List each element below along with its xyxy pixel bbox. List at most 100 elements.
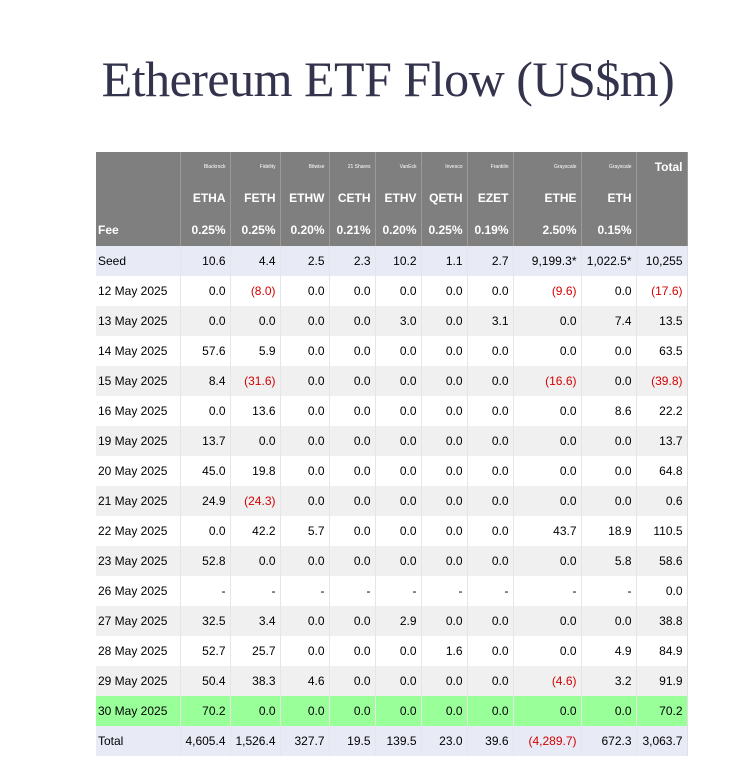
flow-value-cell: 1,526.4 xyxy=(230,726,281,756)
flow-value-cell: 4.9 xyxy=(581,636,637,666)
flow-value-cell: 4.6 xyxy=(280,666,330,696)
table-row: 19 May 2025 13.7 0.0 0.0 0.0 0.0 0.0 0.0 0.0 0.0 1… xyxy=(96,426,688,456)
table-row: 14 May 2025 57.6 5.9 0.0 0.0 0.0 0.0 0.0 0.0 0.0 6… xyxy=(96,336,688,366)
row-date-label: Seed xyxy=(96,246,181,276)
flow-value-cell: 0.0 xyxy=(280,276,330,306)
flow-value-cell: 0.0 xyxy=(467,696,514,726)
flow-value-cell: 2.7 xyxy=(467,246,514,276)
flow-value-cell: 13.6 xyxy=(230,396,281,426)
issuer-header: VanEck xyxy=(375,152,422,182)
flow-value-cell: 43.7 xyxy=(513,516,582,546)
flow-value-cell: 0.0 xyxy=(230,696,281,726)
flow-value-cell: (4.6) xyxy=(513,666,582,696)
flow-value-cell: (16.6) xyxy=(513,366,582,396)
issuer-header: Grayscale xyxy=(513,152,582,182)
flow-value-cell: 0.0 xyxy=(421,546,468,576)
flow-value-cell: 0.0 xyxy=(421,606,468,636)
flow-value-cell: 3.0 xyxy=(375,306,422,336)
total-header: Total xyxy=(636,152,688,182)
table-row: 12 May 2025 0.0 (8.0) 0.0 0.0 0.0 0.0 0.0 (9.6) 0… xyxy=(96,276,688,306)
flow-value-cell: 45.0 xyxy=(180,456,231,486)
flow-value-cell: 0.0 xyxy=(329,396,376,426)
flow-value-cell: 0.0 xyxy=(329,306,376,336)
flow-value-cell: 0.0 xyxy=(467,516,514,546)
fee-value: 2.50% xyxy=(513,214,582,246)
flow-value-cell: 0.0 xyxy=(513,636,582,666)
flow-value-cell: 0.0 xyxy=(421,696,468,726)
flow-value-cell: 0.0 xyxy=(180,276,231,306)
flow-value-cell: 3.1 xyxy=(467,306,514,336)
flow-value-cell: 3,063.7 xyxy=(636,726,688,756)
flow-value-cell: 110.5 xyxy=(636,516,688,546)
flow-value-cell: 58.6 xyxy=(636,546,688,576)
flow-value-cell: 7.4 xyxy=(581,306,637,336)
issuer-header: 21 Shares xyxy=(329,152,376,182)
flow-value-cell: - xyxy=(467,576,514,606)
row-date-label: 13 May 2025 xyxy=(96,306,181,336)
flow-value-cell: 19.5 xyxy=(329,726,376,756)
flow-value-cell: 10,255 xyxy=(636,246,688,276)
etf-flow-table: Blackrock Fidelity Bitwise 21 Shares VanEck I… xyxy=(96,152,688,756)
flow-value-cell: 42.2 xyxy=(230,516,281,546)
total-row: Total 4,605.4 1,526.4 327.7 19.5 139.5 23.0 39.… xyxy=(96,726,688,756)
flow-value-cell: 139.5 xyxy=(375,726,422,756)
row-date-label: 29 May 2025 xyxy=(96,666,181,696)
flow-value-cell: 0.0 xyxy=(280,606,330,636)
flow-value-cell: 0.0 xyxy=(329,636,376,666)
flow-value-cell: 0.0 xyxy=(421,276,468,306)
flow-value-cell: 70.2 xyxy=(180,696,231,726)
flow-value-cell: 0.0 xyxy=(513,396,582,426)
flow-value-cell: 672.3 xyxy=(581,726,637,756)
flow-value-cell: 0.0 xyxy=(421,426,468,456)
flow-value-cell: 0.0 xyxy=(467,636,514,666)
flow-value-cell: 0.0 xyxy=(280,456,330,486)
flow-value-cell: 0.0 xyxy=(329,366,376,396)
flow-value-cell: 13.7 xyxy=(180,426,231,456)
flow-value-cell: 5.8 xyxy=(581,546,637,576)
flow-value-cell: 0.0 xyxy=(329,516,376,546)
issuer-header: Grayscale xyxy=(581,152,637,182)
flow-value-cell: 84.9 xyxy=(636,636,688,666)
flow-value-cell: 0.0 xyxy=(513,426,582,456)
ticker-header: ETHE xyxy=(513,182,582,214)
table-row-latest: 30 May 2025 70.2 0.0 0.0 0.0 0.0 0.0 0.0 0.0 0.0 7… xyxy=(96,696,688,726)
flow-value-cell: 0.0 xyxy=(421,396,468,426)
flow-value-cell: 19.8 xyxy=(230,456,281,486)
row-date-label: 30 May 2025 xyxy=(96,696,181,726)
flow-value-cell: 0.0 xyxy=(513,456,582,486)
flow-value-cell: 4,605.4 xyxy=(180,726,231,756)
flow-value-cell: - xyxy=(513,576,582,606)
issuer-header: Invesco xyxy=(421,152,468,182)
flow-value-cell: 0.0 xyxy=(581,696,637,726)
table-row: 23 May 2025 52.8 0.0 0.0 0.0 0.0 0.0 0.0 0.0 5.8 5… xyxy=(96,546,688,576)
flow-value-cell: 0.0 xyxy=(329,546,376,576)
flow-value-cell: 0.0 xyxy=(280,486,330,516)
flow-value-cell: 9,199.3* xyxy=(513,246,582,276)
table-row: 28 May 2025 52.7 25.7 0.0 0.0 0.0 1.6 0.0 0.0 4.9… xyxy=(96,636,688,666)
row-date-label: 15 May 2025 xyxy=(96,366,181,396)
flow-value-cell: 39.6 xyxy=(467,726,514,756)
flow-value-cell: 0.0 xyxy=(180,396,231,426)
flow-value-cell: 0.0 xyxy=(467,426,514,456)
flow-value-cell: 0.0 xyxy=(581,426,637,456)
fee-value: 0.25% xyxy=(180,214,231,246)
fee-total-cell xyxy=(636,214,688,246)
flow-value-cell: 18.9 xyxy=(581,516,637,546)
flow-value-cell: 0.0 xyxy=(421,336,468,366)
flow-value-cell: 0.0 xyxy=(230,546,281,576)
table-row: 22 May 2025 0.0 42.2 5.7 0.0 0.0 0.0 0.0 43.7 18.… xyxy=(96,516,688,546)
flow-value-cell: (39.8) xyxy=(636,366,688,396)
flow-value-cell: 0.0 xyxy=(280,396,330,426)
ticker-header: CETH xyxy=(329,182,376,214)
flow-value-cell: 0.0 xyxy=(513,306,582,336)
flow-value-cell: (17.6) xyxy=(636,276,688,306)
flow-value-cell: 0.0 xyxy=(513,546,582,576)
flow-value-cell: - xyxy=(421,576,468,606)
flow-value-cell: - xyxy=(375,576,422,606)
flow-value-cell: 32.5 xyxy=(180,606,231,636)
flow-value-cell: 0.0 xyxy=(581,276,637,306)
ticker-total-cell xyxy=(636,182,688,214)
flow-value-cell: 0.0 xyxy=(280,426,330,456)
flow-value-cell: 52.7 xyxy=(180,636,231,666)
row-date-label: 21 May 2025 xyxy=(96,486,181,516)
